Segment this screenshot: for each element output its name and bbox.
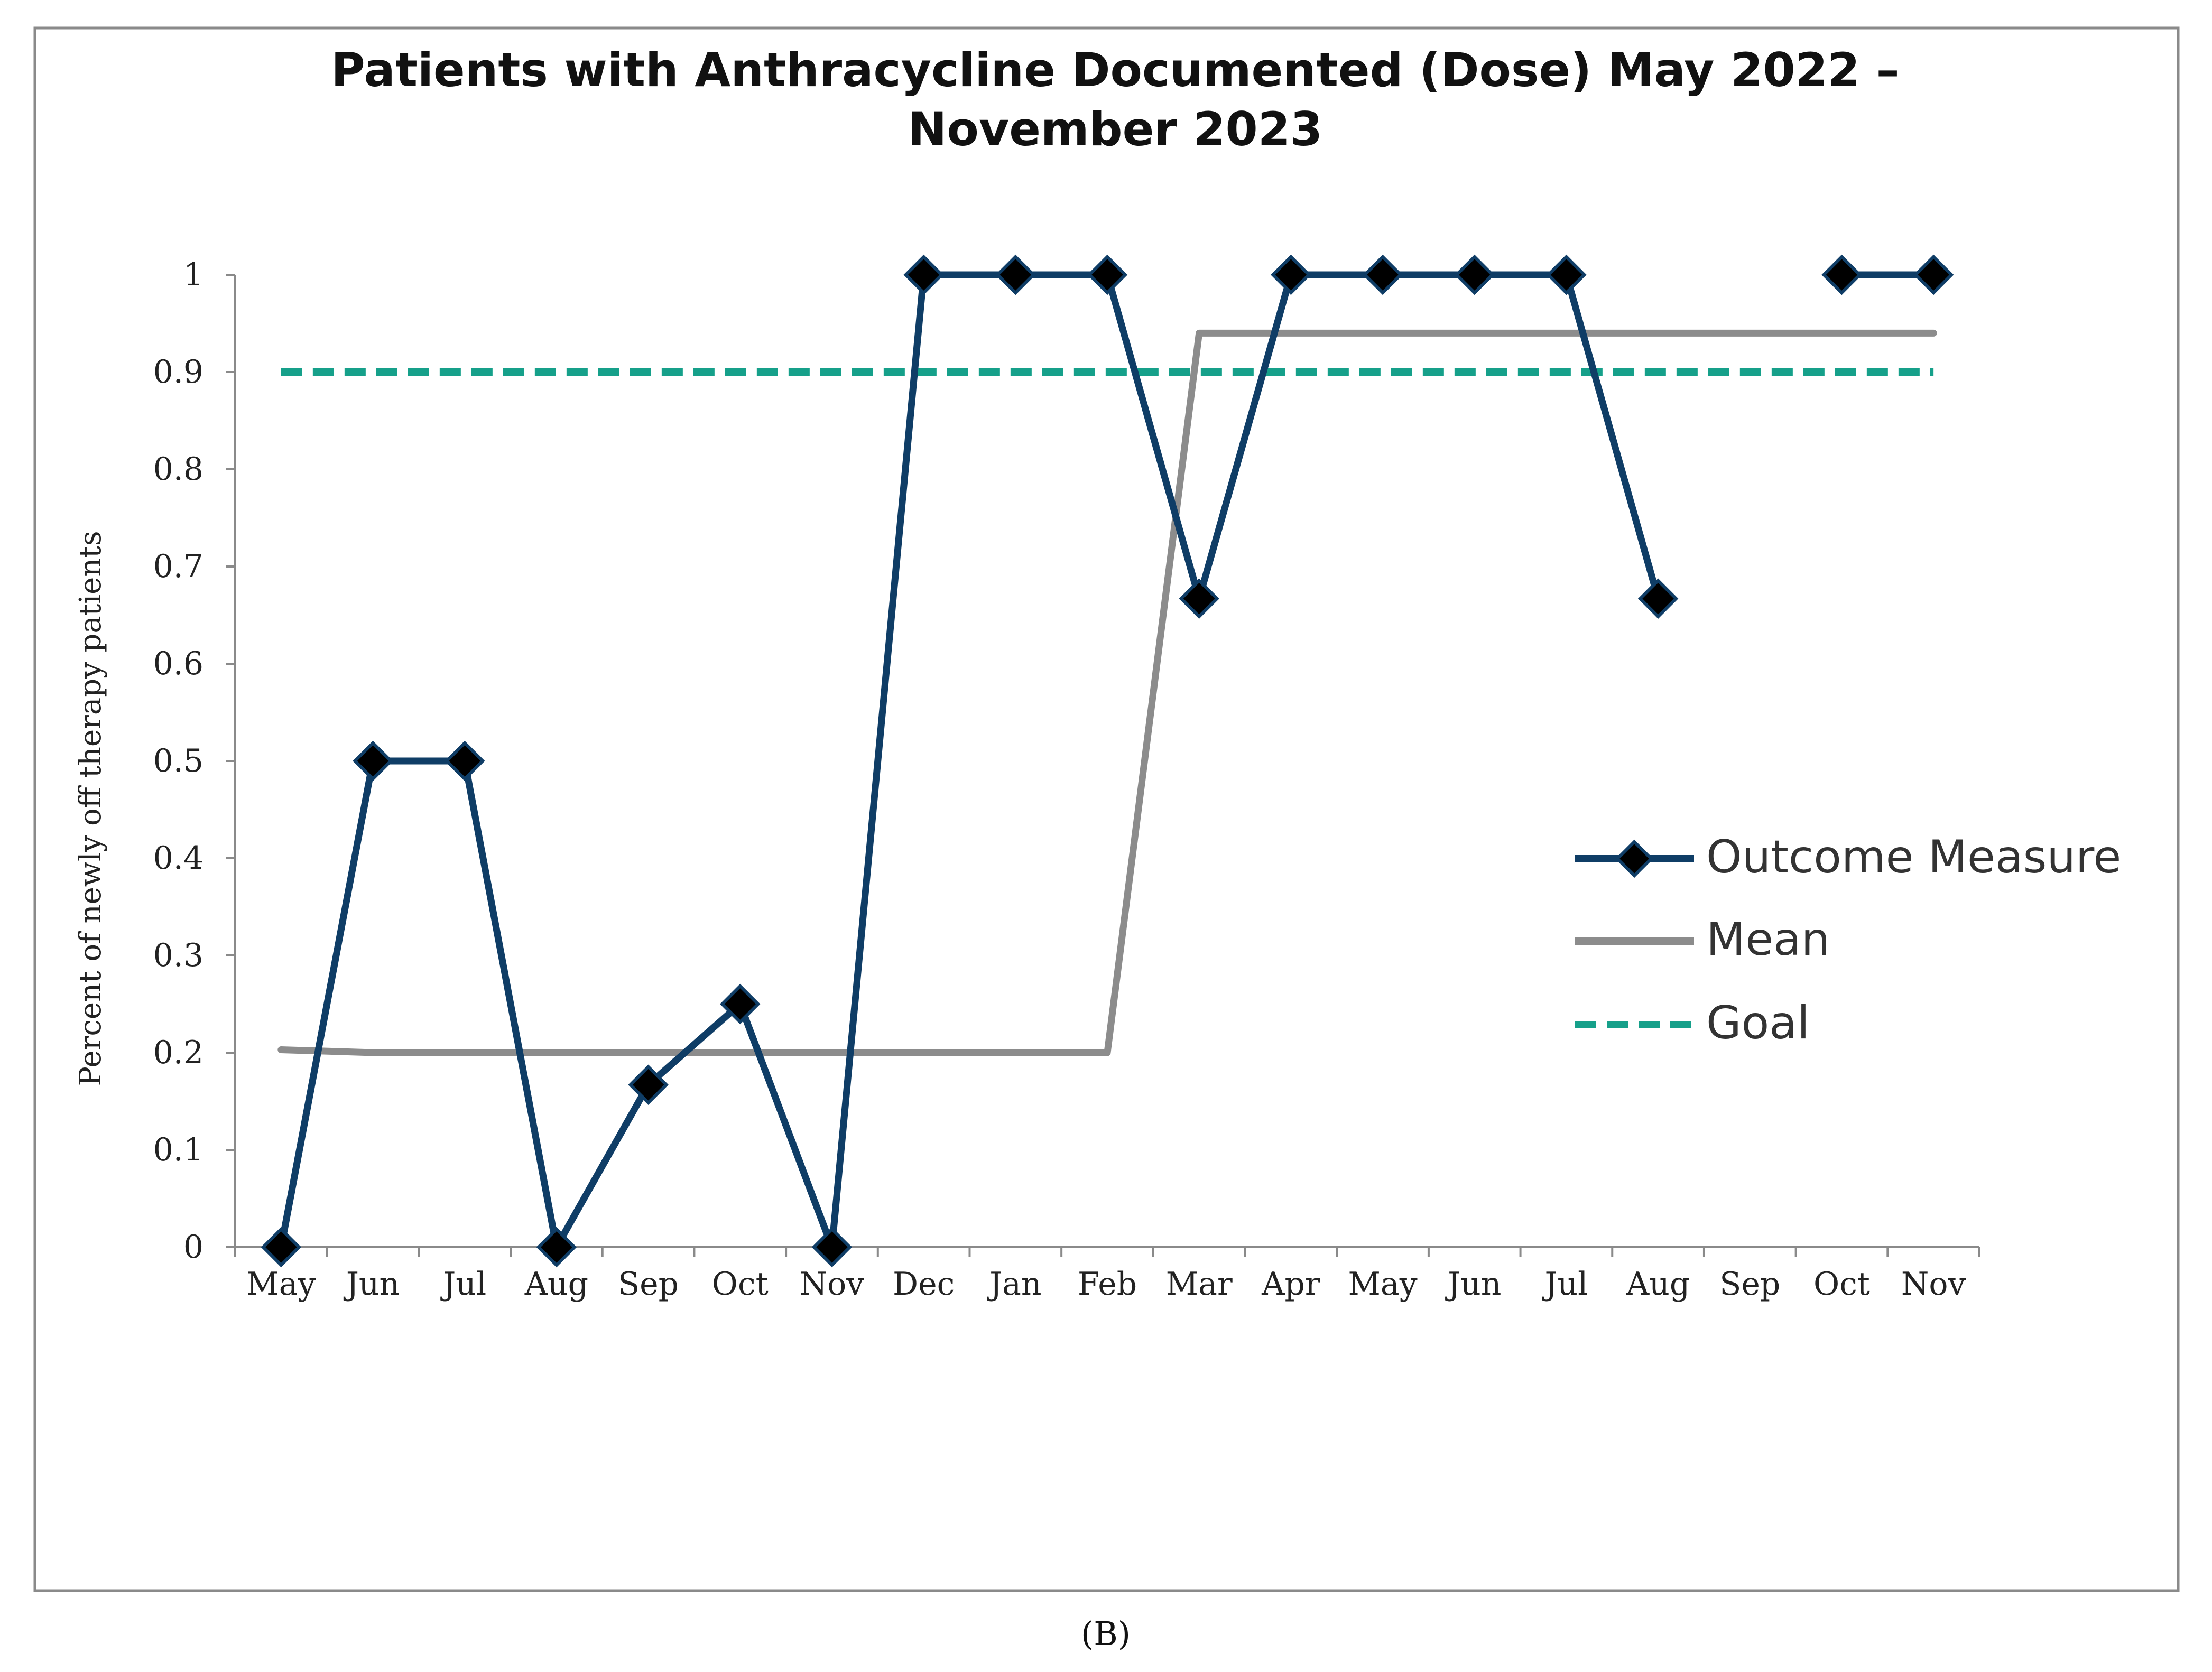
data-point-marker	[903, 254, 944, 295]
legend-item-goal: Goal	[1575, 997, 1810, 1049]
y-tick-label: 0.1	[153, 1131, 203, 1168]
x-tick-label: Aug	[524, 1266, 588, 1303]
x-tick-label: Sep	[1719, 1266, 1780, 1303]
data-point-marker	[811, 1227, 853, 1268]
x-tick-label: Jul	[440, 1266, 486, 1303]
data-point-marker	[1913, 254, 1954, 295]
series-mean	[277, 329, 1937, 1056]
y-ticks: 0 0.1 0.2 0.3 0.4 0.5 0.6 0.7 0.8 0.9 1	[153, 256, 235, 1266]
data-point-marker	[1087, 254, 1128, 295]
x-tick-label: Aug	[1626, 1266, 1690, 1303]
legend-item-mean: Mean	[1575, 913, 1830, 966]
x-tick-label: Nov	[1901, 1266, 1966, 1303]
chart-title-line-2: November 2023	[908, 102, 1322, 156]
x-tick-label: Jan	[986, 1266, 1041, 1303]
x-tick-label: May	[1348, 1266, 1417, 1303]
legend-outcome-label: Outcome Measure	[1706, 831, 2121, 884]
x-tick-label: Apr	[1261, 1266, 1320, 1303]
y-tick-label: 1	[183, 256, 203, 293]
x-tick-label: Mar	[1166, 1266, 1233, 1303]
y-axis-label: Percent of newly off therapy patients	[73, 531, 108, 1086]
legend-goal-label: Goal	[1706, 997, 1810, 1049]
data-point-marker	[353, 740, 393, 782]
y-tick-label: 0.6	[153, 645, 203, 682]
data-point-marker	[1454, 254, 1495, 295]
series-layer	[261, 254, 1954, 1268]
data-point-marker	[261, 1227, 302, 1268]
data-point-marker	[536, 1227, 577, 1268]
x-tick-label: Feb	[1078, 1266, 1137, 1303]
x-tick-label: Jun	[1445, 1266, 1501, 1303]
y-tick-label: 0	[183, 1229, 203, 1266]
data-point-marker	[1821, 254, 1862, 295]
x-tick-label: May	[246, 1266, 316, 1303]
x-ticks: May Jun Jul Aug Sep Oct Nov Dec Jan Feb Mar Apr May J…	[234, 1247, 1980, 1303]
legend: Outcome Measure Mean Goal	[1575, 831, 2121, 1049]
data-point-marker	[1179, 578, 1219, 619]
x-tick-label: Jun	[343, 1266, 400, 1303]
y-tick-label: 0.2	[153, 1034, 203, 1071]
data-point-marker	[995, 254, 1036, 295]
series-line	[277, 271, 1662, 1251]
x-tick-label: Sep	[618, 1266, 679, 1303]
figure-caption: (B)	[1081, 1614, 1131, 1653]
x-tick-label: Jul	[1541, 1266, 1588, 1303]
x-tick-label: Oct	[712, 1266, 769, 1303]
y-tick-label: 0.7	[153, 548, 203, 585]
data-point-marker	[720, 983, 761, 1025]
series-line	[277, 329, 1937, 1056]
data-point-marker	[1546, 254, 1587, 295]
y-tick-label: 0.9	[153, 354, 203, 391]
legend-outcome-diamond-icon	[1615, 839, 1654, 878]
data-point-marker	[628, 1064, 669, 1105]
data-point-marker	[1271, 254, 1311, 295]
x-tick-label: Dec	[893, 1266, 955, 1303]
y-tick-label: 0.3	[153, 937, 203, 974]
legend-mean-label: Mean	[1706, 913, 1830, 966]
y-tick-label: 0.5	[153, 742, 203, 779]
data-point-marker	[444, 740, 485, 782]
chart-title-line-1: Patients with Anthracycline Documented (…	[331, 43, 1899, 97]
x-tick-label: Oct	[1813, 1266, 1870, 1303]
y-tick-label: 0.4	[153, 840, 203, 877]
series-outcome-measure	[261, 254, 1954, 1268]
data-point-marker	[1637, 578, 1679, 619]
data-point-marker	[1362, 254, 1403, 295]
legend-item-outcome: Outcome Measure	[1575, 831, 2121, 884]
y-tick-label: 0.8	[153, 451, 203, 488]
x-tick-label: Nov	[800, 1266, 865, 1303]
